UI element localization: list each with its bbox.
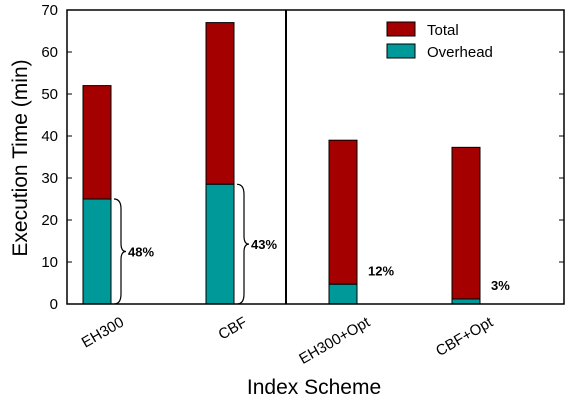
y-axis-title: Execution Time (min): [9, 59, 32, 256]
annotations: 48% 43% 12% 3%: [114, 184, 510, 304]
y-tick-label: 60: [41, 44, 58, 61]
bar-total: [329, 140, 357, 284]
x-axis-title: Index Scheme: [247, 376, 381, 399]
bar-overhead: [83, 199, 111, 304]
y-tick-label: 70: [41, 2, 58, 19]
y-tick-label: 50: [41, 86, 58, 103]
x-tick-label: CBF: [216, 314, 250, 344]
bar-overhead: [452, 299, 480, 304]
bars: [83, 23, 480, 304]
bar-total: [206, 23, 234, 185]
x-tick-label: CBF+Opt: [433, 313, 497, 360]
annotation-label: 43%: [251, 237, 277, 252]
y-tick-label: 0: [50, 296, 58, 313]
bar-overhead: [329, 284, 357, 304]
y-tick-label: 40: [41, 128, 58, 145]
y-tick-label: 20: [41, 212, 58, 229]
annotation-label: 12%: [368, 263, 394, 278]
bar-total: [83, 86, 111, 199]
x-tick-label: EH300: [79, 314, 127, 352]
legend-label-total: Total: [427, 22, 459, 39]
legend-swatch-total: [387, 22, 415, 36]
bar-overhead: [206, 184, 234, 304]
y-tick-label: 10: [41, 254, 58, 271]
y-tick-label: 30: [41, 170, 58, 187]
x-tick-label: EH300+Opt: [296, 313, 373, 368]
annotation-label: 48%: [128, 245, 154, 260]
legend-swatch-overhead: [387, 44, 415, 58]
brace: [114, 199, 126, 304]
x-ticks: EH300 CBF EH300+Opt CBF+Opt: [79, 313, 497, 368]
brace: [237, 184, 249, 304]
legend: Total Overhead: [387, 22, 493, 61]
bar-total: [452, 147, 480, 299]
annotation-label: 3%: [491, 278, 510, 293]
legend-label-overhead: Overhead: [427, 44, 493, 61]
